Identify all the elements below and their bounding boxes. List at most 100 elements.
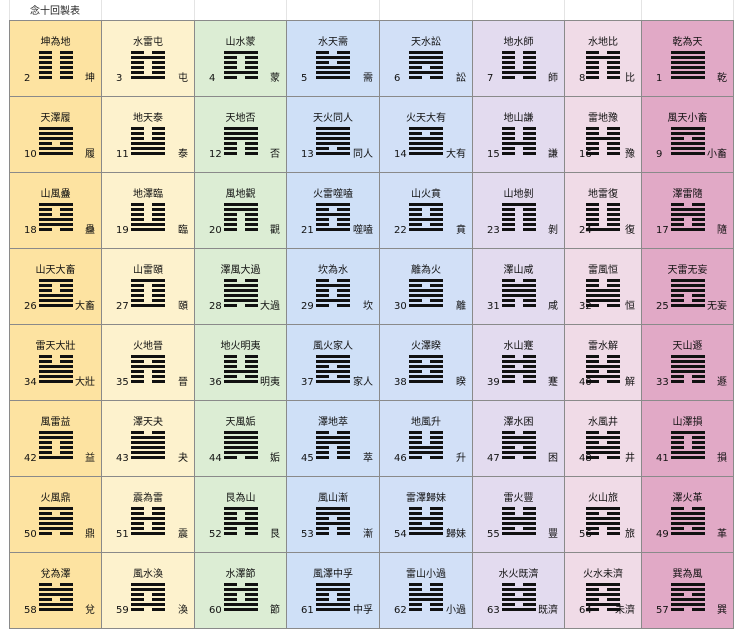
hexagram-cell[interactable]: 山天大畜 26 大畜: [10, 249, 102, 325]
hexagram-cell[interactable]: 山水蒙 4 蒙: [195, 21, 287, 97]
yin-line-segment: [586, 142, 599, 145]
hexagram-cell[interactable]: 風澤中孚 61 中孚: [287, 553, 380, 629]
hexagram-cell[interactable]: 風火家人 37 家人: [287, 325, 380, 401]
hexagram-cell[interactable]: 雷風恒 32 恒: [565, 249, 642, 325]
hexagram-cell[interactable]: 水澤節 60 節: [195, 553, 287, 629]
hexagram-cell[interactable]: 天火同人 13 同人: [287, 97, 380, 173]
hexagram-cell[interactable]: 澤火革 49 革: [642, 477, 734, 553]
hexagram-cell[interactable]: 雷地豫 16 豫: [565, 97, 642, 173]
hexagram-cell[interactable]: 水地比 8 比: [565, 21, 642, 97]
hexagram-cell[interactable]: 山風蠱 18 蠱: [10, 173, 102, 249]
hexagram-cell[interactable]: 火澤睽 38 睽: [380, 325, 473, 401]
hexagram-cell[interactable]: 山火賁 22 賁: [380, 173, 473, 249]
yin-line-segment: [586, 370, 599, 373]
hexagram-cell[interactable]: 天雷无妄 25 无妄: [642, 249, 734, 325]
hexagram-symbol-icon: [223, 127, 258, 155]
hexagram-number: 52: [209, 529, 222, 540]
hexagram-cell[interactable]: 天風姤 44 姤: [195, 401, 287, 477]
hexagram-cell[interactable]: 地風升 46 升: [380, 401, 473, 477]
hexagram-cell[interactable]: 坤為地 2 坤: [10, 21, 102, 97]
hexagram-cell[interactable]: 雷山小過 62 小過: [380, 553, 473, 629]
yang-line: [131, 517, 165, 520]
yin-line-segment: [131, 213, 144, 216]
hexagram-cell[interactable]: 天水訟 6 訟: [380, 21, 473, 97]
yang-line: [316, 436, 350, 439]
hexagram-cell[interactable]: 山地剝 23 剝: [473, 173, 565, 249]
yin-line-segment: [337, 61, 350, 64]
hexagram-symbol-icon: [131, 355, 165, 383]
yang-line: [670, 588, 705, 591]
hexagram-cell[interactable]: 雷澤歸妹 54 歸妹: [380, 477, 473, 553]
hexagram-short-name: 比: [625, 73, 635, 84]
hexagram-cell[interactable]: 巽為風 57 巽: [642, 553, 734, 629]
yang-line: [131, 142, 165, 145]
yang-line: [223, 608, 258, 611]
hexagram-cell[interactable]: 澤雷隨 17 隨: [642, 173, 734, 249]
hexagram-cell[interactable]: 火風鼎 50 鼎: [10, 477, 102, 553]
yin-line-segment: [691, 137, 705, 140]
hexagram-cell[interactable]: 雷火豐 55 豐: [473, 477, 565, 553]
hexagram-cell[interactable]: 地雷復 24 復: [565, 173, 642, 249]
hexagram-cell[interactable]: 山澤損 41 損: [642, 401, 734, 477]
hexagram-cell[interactable]: 火山旅 56 旅: [565, 477, 642, 553]
yang-line: [670, 71, 705, 74]
hexagram-cell[interactable]: 風水渙 59 渙: [102, 553, 195, 629]
hexagram-name: 雷天大壯: [35, 341, 76, 352]
hexagram-cell[interactable]: 震為雷 51 震: [102, 477, 195, 553]
hexagram-cell[interactable]: 兌為澤 58 兌: [10, 553, 102, 629]
hexagram-cell[interactable]: 火地晉 35 晉: [102, 325, 195, 401]
hexagram-cell[interactable]: 水火既濟 63 既濟: [473, 553, 565, 629]
yin-line-segment: [586, 527, 599, 530]
hexagram-cell[interactable]: 火雷噬嗑 21 噬嗑: [287, 173, 380, 249]
hexagram-name: 地澤臨: [133, 189, 163, 200]
hexagram-cell[interactable]: 水山蹇 39 蹇: [473, 325, 565, 401]
yang-line: [586, 583, 620, 586]
hexagram-cell[interactable]: 水天需 5 需: [287, 21, 380, 97]
yang-line: [131, 588, 165, 591]
yin-line-segment: [691, 608, 705, 611]
yin-line-segment: [152, 593, 165, 596]
hexagram-cell[interactable]: 乾為天 1 乾: [642, 21, 734, 97]
hexagram-cell[interactable]: 澤水困 47 困: [473, 401, 565, 477]
yin-line-segment: [316, 289, 329, 292]
hexagram-cell[interactable]: 澤山咸 31 咸: [473, 249, 565, 325]
hexagram-cell[interactable]: 雷水解 40 解: [565, 325, 642, 401]
hexagram-cell[interactable]: 天地否 12 否: [195, 97, 287, 173]
hexagram-cell[interactable]: 水雷屯 3 屯: [102, 21, 195, 97]
hexagram-cell[interactable]: 地山謙 15 謙: [473, 97, 565, 173]
yang-line: [316, 360, 350, 363]
hexagram-cell[interactable]: 離為火 30 離: [380, 249, 473, 325]
hexagram-cell[interactable]: 水風井 48 井: [565, 401, 642, 477]
yin-line-segment: [522, 583, 536, 586]
hexagram-name: 天澤履: [40, 113, 71, 124]
yin-line-segment: [522, 223, 536, 226]
yin-line-segment: [131, 507, 144, 510]
hexagram-cell[interactable]: 火水未濟 64 未濟: [565, 553, 642, 629]
hexagram-number: 25: [656, 301, 669, 312]
hexagram-cell[interactable]: 風地觀 20 觀: [195, 173, 287, 249]
hexagram-cell[interactable]: 澤地萃 45 萃: [287, 401, 380, 477]
hexagram-cell[interactable]: 地水師 7 師: [473, 21, 565, 97]
hexagram-cell[interactable]: 艮為山 52 艮: [195, 477, 287, 553]
hexagram-cell[interactable]: 山雷頤 27 頤: [102, 249, 195, 325]
hexagram-cell[interactable]: 火天大有 14 大有: [380, 97, 473, 173]
hexagram-short-name: 困: [548, 453, 558, 464]
hexagram-cell[interactable]: 澤風大過 28 大過: [195, 249, 287, 325]
yang-line: [586, 446, 620, 449]
hexagram-cell[interactable]: 雷天大壯 34 大壯: [10, 325, 102, 401]
hexagram-cell[interactable]: 風山漸 53 漸: [287, 477, 380, 553]
hexagram-name: 乾為天: [672, 37, 703, 48]
hexagram-cell[interactable]: 地火明夷 36 明夷: [195, 325, 287, 401]
hexagram-cell[interactable]: 天澤履 10 履: [10, 97, 102, 173]
hexagram-short-name: 睽: [456, 377, 466, 388]
hexagram-cell[interactable]: 地天泰 11 泰: [102, 97, 195, 173]
hexagram-cell[interactable]: 地澤臨 19 臨: [102, 173, 195, 249]
hexagram-number: 33: [656, 377, 669, 388]
hexagram-number: 23: [487, 225, 500, 236]
hexagram-cell[interactable]: 風天小畜 9 小畜: [642, 97, 734, 173]
hexagram-cell[interactable]: 坎為水 29 坎: [287, 249, 380, 325]
hexagram-symbol-icon: [586, 127, 620, 155]
hexagram-cell[interactable]: 天山遯 33 遯: [642, 325, 734, 401]
hexagram-cell[interactable]: 澤天夬 43 夬: [102, 401, 195, 477]
hexagram-cell[interactable]: 風雷益 42 益: [10, 401, 102, 477]
